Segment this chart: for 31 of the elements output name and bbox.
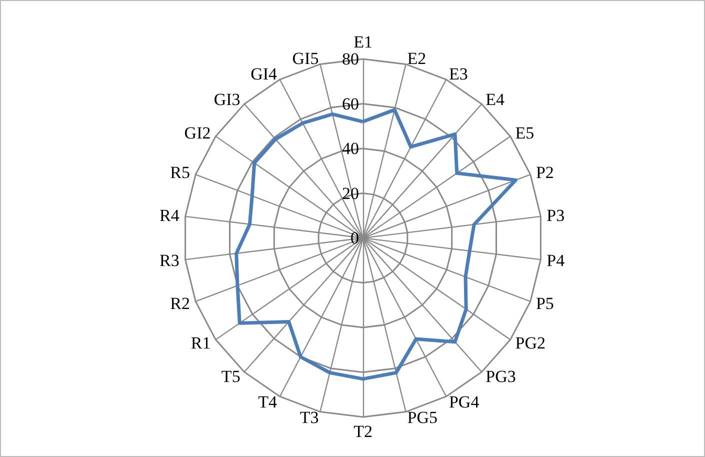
spoke-label: E4 [486, 90, 506, 110]
spoke-label: E5 [515, 123, 534, 142]
spoke-label: R1 [190, 334, 211, 353]
spoke-label: E1 [354, 32, 372, 52]
spoke-label: T5 [221, 366, 240, 386]
y-tick-label: 0 [350, 228, 359, 248]
spoke-label: PG4 [448, 392, 480, 412]
spoke-label: T2 [354, 422, 372, 441]
spoke-label: GI5 [292, 48, 319, 68]
spoke-label: R5 [170, 162, 190, 182]
y-tick-label: 20 [342, 184, 359, 203]
y-tick-label: 80 [342, 50, 359, 68]
spoke-label: P4 [546, 250, 566, 270]
spoke-label: PG2 [515, 334, 546, 353]
spoke-label: E3 [448, 64, 468, 84]
spoke-label: GI3 [214, 90, 240, 110]
spoke-label: E2 [407, 48, 426, 68]
spoke-label: R3 [160, 250, 180, 270]
y-tick-label: 40 [342, 139, 359, 158]
y-tick-label: 60 [342, 94, 359, 114]
spoke-label: PG3 [486, 366, 516, 386]
spoke-label: T4 [258, 392, 278, 412]
spoke-label: T3 [300, 408, 319, 428]
spoke-label: GI4 [250, 64, 278, 84]
spoke-label: PG5 [407, 408, 438, 428]
spoke-label: R4 [160, 206, 180, 226]
spoke-label: R2 [170, 294, 190, 314]
spoke-label: P2 [536, 162, 554, 182]
spoke-label: P5 [536, 294, 554, 314]
spoke-label: GI2 [184, 123, 211, 142]
spoke-label: P3 [546, 206, 565, 226]
